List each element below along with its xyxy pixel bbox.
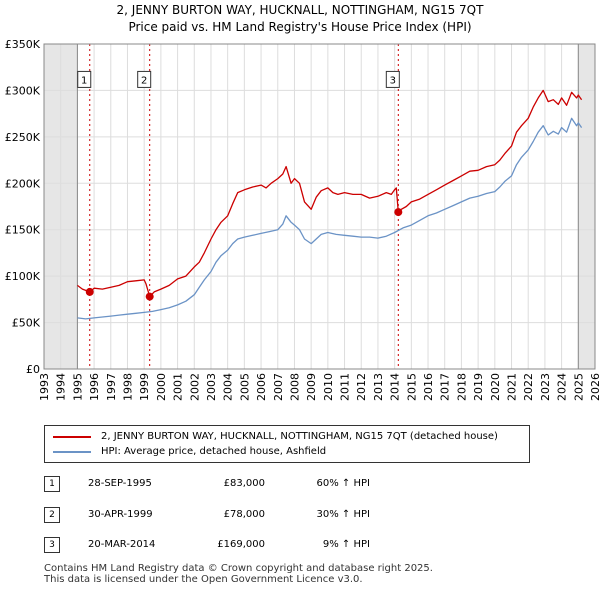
- y-tick-label: £250K: [5, 131, 41, 144]
- sale-marker: [145, 292, 154, 301]
- sale-marker-label: 3: [390, 75, 396, 86]
- x-tick-label: 2020: [489, 373, 502, 401]
- x-tick-label: 2017: [439, 373, 452, 401]
- transaction-price: £169,000: [217, 539, 265, 550]
- x-tick-label: 2000: [155, 373, 168, 401]
- transaction-row: 1 28-SEP-1995 £83,000 60% ↑ HPI: [0, 476, 600, 496]
- x-tick-label: 2007: [272, 373, 285, 401]
- x-tick-label: 1995: [71, 373, 84, 401]
- plot-frame: [43, 43, 596, 370]
- y-tick-label: £200K: [5, 177, 41, 190]
- x-tick-label: 1999: [138, 373, 151, 401]
- x-tick-label: 2011: [339, 373, 352, 401]
- legend-label-hpi: HPI: Average price, detached house, Ashf…: [101, 446, 327, 457]
- legend-label-property: 2, JENNY BURTON WAY, HUCKNALL, NOTTINGHA…: [101, 431, 498, 442]
- chart-subtitle: Price paid vs. HM Land Registry's House …: [128, 20, 472, 34]
- x-tick-label: 2010: [322, 373, 335, 401]
- sale-marker-label-box: [385, 70, 400, 88]
- x-tick-label: 2009: [305, 373, 318, 401]
- x-tick-label: 2013: [372, 373, 385, 401]
- sale-marker-label-box: [137, 70, 152, 88]
- sale-marker: [394, 208, 403, 217]
- x-tick-label: 1996: [88, 373, 101, 401]
- legend-swatch-property: [53, 436, 91, 438]
- y-tick-label: £350K: [5, 38, 41, 51]
- x-tick-label: 2005: [238, 373, 251, 401]
- y-tick-label: £300K: [5, 84, 41, 97]
- x-tick-label: 1997: [105, 373, 118, 401]
- x-tick-label: 2003: [205, 373, 218, 401]
- y-tick-label: £50K: [12, 317, 41, 330]
- legend-swatch-hpi: [53, 451, 91, 453]
- x-tick-label: 1993: [38, 373, 51, 401]
- plot-area: [44, 44, 595, 369]
- x-tick-label: 2006: [255, 373, 268, 401]
- y-tick-label: £100K: [5, 270, 41, 283]
- transaction-number: 3: [44, 537, 60, 553]
- transaction-date: 20-MAR-2014: [88, 539, 156, 550]
- x-tick-label: 2015: [405, 373, 418, 401]
- sale-marker: [85, 287, 94, 296]
- x-tick-label: 2008: [288, 373, 301, 401]
- x-tick-label: 2004: [222, 373, 235, 401]
- legend: 2, JENNY BURTON WAY, HUCKNALL, NOTTINGHA…: [44, 425, 530, 463]
- x-tick-label: 2002: [188, 373, 201, 401]
- x-tick-label: 2016: [422, 373, 435, 401]
- x-tick-label: 2001: [172, 373, 185, 401]
- transaction-number: 1: [44, 476, 60, 492]
- transaction-hpi: 30% ↑ HPI: [316, 509, 370, 520]
- footer-copyright: Contains HM Land Registry data © Crown c…: [44, 563, 433, 574]
- footer-licence: This data is licensed under the Open Gov…: [44, 574, 363, 585]
- x-tick-label: 2012: [355, 373, 368, 401]
- chart-title: 2, JENNY BURTON WAY, HUCKNALL, NOTTINGHA…: [116, 3, 484, 17]
- hpi-line: [77, 117, 583, 320]
- y-tick-label: £150K: [5, 224, 41, 237]
- transaction-number: 2: [44, 507, 60, 523]
- transaction-date: 30-APR-1999: [88, 509, 153, 520]
- property-price-line: [77, 89, 583, 298]
- x-tick-label: 1998: [121, 373, 134, 401]
- x-tick-label: 2018: [455, 373, 468, 401]
- x-tick-label: 2021: [506, 373, 519, 401]
- x-tick-label: 2023: [539, 373, 552, 401]
- transaction-date: 28-SEP-1995: [88, 478, 152, 489]
- transaction-row: 2 30-APR-1999 £78,000 30% ↑ HPI: [0, 507, 600, 527]
- transaction-price: £83,000: [223, 478, 265, 489]
- sale-marker-label: 2: [141, 75, 147, 86]
- x-tick-label: 2014: [389, 373, 402, 401]
- x-tick-label: 2024: [556, 373, 569, 401]
- y-tick-label: £0: [26, 363, 40, 376]
- transaction-hpi: 9% ↑ HPI: [322, 539, 370, 550]
- sale-marker-label-box: [77, 70, 92, 88]
- transaction-hpi: 60% ↑ HPI: [316, 478, 370, 489]
- x-tick-label: 2025: [572, 373, 585, 401]
- x-tick-label: 1994: [55, 373, 68, 401]
- transaction-row: 3 20-MAR-2014 £169,000 9% ↑ HPI: [0, 537, 600, 557]
- x-tick-label: 2019: [472, 373, 485, 401]
- transaction-price: £78,000: [223, 509, 265, 520]
- shaded-region: [578, 44, 595, 369]
- x-tick-label: 2026: [589, 373, 600, 401]
- sale-marker-label: 1: [81, 75, 87, 86]
- price-chart: 1 2 3 £0 £50K £100K £150K £200K £250K £300K £350K 1…: [5, 38, 600, 401]
- x-tick-label: 2022: [522, 373, 535, 401]
